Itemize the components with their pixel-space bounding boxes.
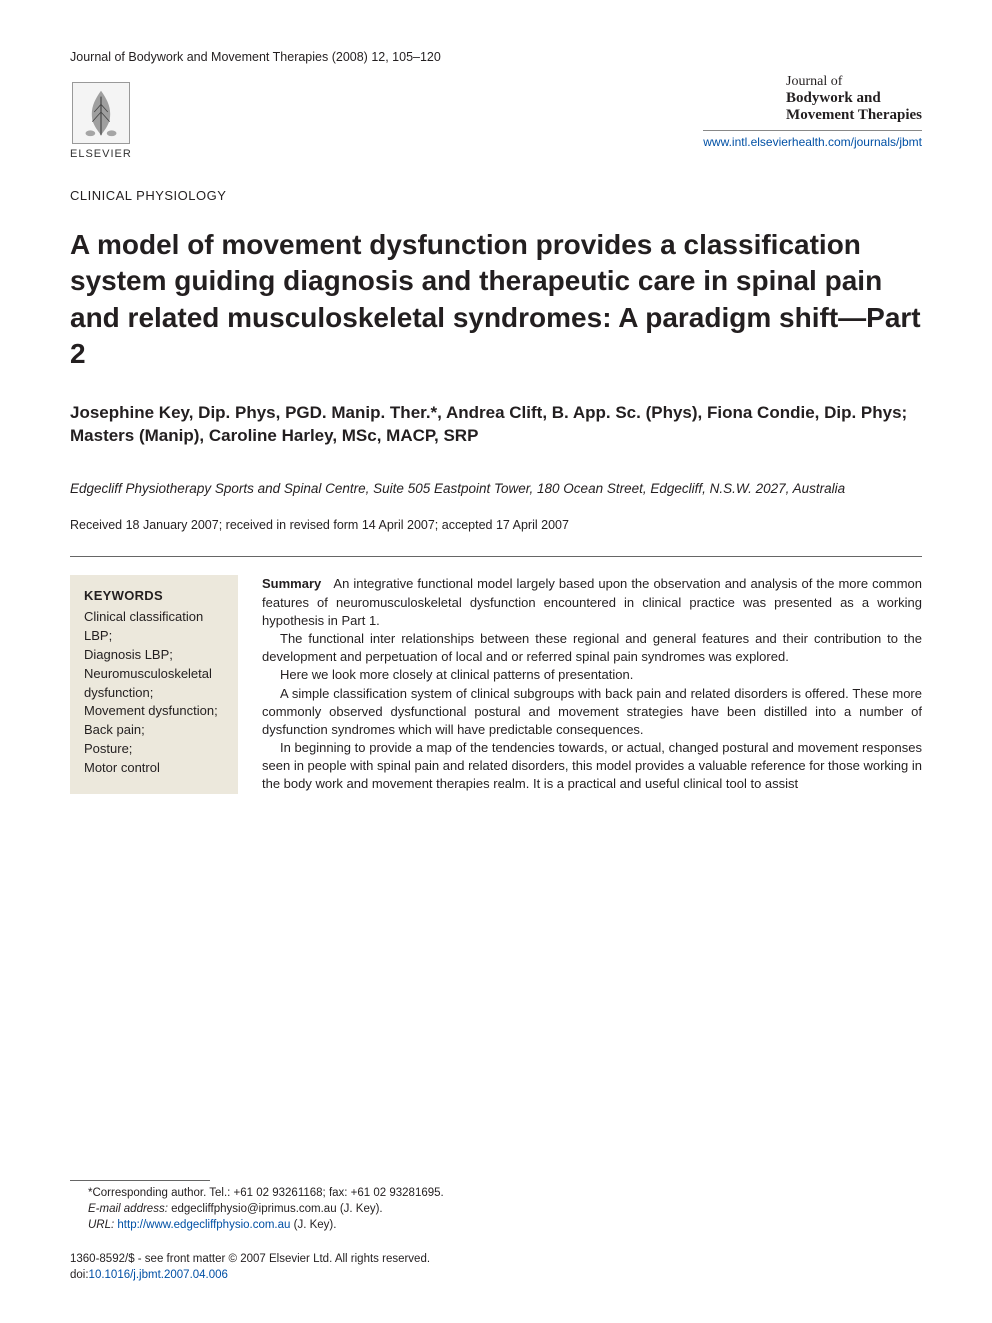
affiliation: Edgecliff Physiotherapy Sports and Spina… — [70, 480, 922, 498]
doi-label: doi: — [70, 1269, 89, 1281]
copyright-line: 1360-8592/$ - see front matter © 2007 El… — [70, 1251, 922, 1267]
email-label: E-mail address: — [88, 1203, 168, 1215]
abstract-block: KEYWORDS Clinical classification LBP; Di… — [70, 575, 922, 793]
summary-block: Summary An integrative functional model … — [262, 575, 922, 793]
summary-p1-text: An integrative functional model largely … — [262, 576, 922, 627]
article-dates: Received 18 January 2007; received in re… — [70, 518, 922, 532]
summary-p3: Here we look more closely at clinical pa… — [262, 666, 922, 684]
summary-label: Summary — [262, 576, 321, 591]
journal-title-line1: Journal of — [786, 74, 922, 90]
journal-reference: Journal of Bodywork and Movement Therapi… — [70, 50, 441, 64]
article-title: A model of movement dysfunction provides… — [70, 227, 922, 373]
publisher-logo-block: ELSEVIER — [70, 82, 132, 160]
url-attribution: (J. Key). — [294, 1219, 337, 1231]
elsevier-tree-icon — [72, 82, 130, 144]
url-line: URL: http://www.edgecliffphysio.com.au (… — [88, 1217, 922, 1233]
divider-rule — [70, 556, 922, 557]
email-address: edgecliffphysio@iprimus.com.au — [171, 1203, 337, 1215]
journal-title-line2: Bodywork and — [786, 90, 922, 107]
header-bottom: ELSEVIER Journal of Bodywork and Movemen… — [70, 74, 922, 160]
doi-link[interactable]: 10.1016/j.jbmt.2007.04.006 — [89, 1269, 228, 1281]
summary-p4: A simple classification system of clinic… — [262, 685, 922, 740]
header-row: Journal of Bodywork and Movement Therapi… — [70, 50, 922, 64]
summary-p2: The functional inter relationships betwe… — [262, 630, 922, 666]
email-attribution: (J. Key). — [340, 1203, 383, 1215]
author-url-link[interactable]: http://www.edgecliffphysio.com.au — [117, 1219, 290, 1231]
journal-title-line3: Movement Therapies — [786, 107, 922, 124]
doi-line: doi:10.1016/j.jbmt.2007.04.006 — [70, 1267, 922, 1283]
footer-block: *Corresponding author. Tel.: +61 02 9326… — [70, 1180, 922, 1283]
keywords-list: Clinical classification LBP; Diagnosis L… — [84, 608, 224, 778]
keywords-heading: KEYWORDS — [84, 587, 224, 606]
url-label: URL: — [88, 1219, 114, 1231]
email-line: E-mail address: edgecliffphysio@iprimus.… — [88, 1201, 922, 1217]
corresponding-author-note: *Corresponding author. Tel.: +61 02 9326… — [88, 1185, 922, 1201]
journal-logo-block: Journal of Bodywork and Movement Therapi… — [703, 74, 922, 149]
authors-list: Josephine Key, Dip. Phys, PGD. Manip. Th… — [70, 401, 922, 449]
footnote-rule — [70, 1180, 210, 1181]
journal-url-link[interactable]: www.intl.elsevierhealth.com/journals/jbm… — [703, 130, 922, 149]
summary-p5: In beginning to provide a map of the ten… — [262, 739, 922, 794]
section-label: CLINICAL PHYSIOLOGY — [70, 188, 922, 203]
summary-p1: Summary An integrative functional model … — [262, 575, 922, 630]
keywords-box: KEYWORDS Clinical classification LBP; Di… — [70, 575, 238, 793]
copyright-block: 1360-8592/$ - see front matter © 2007 El… — [70, 1251, 922, 1283]
publisher-name: ELSEVIER — [70, 148, 132, 160]
